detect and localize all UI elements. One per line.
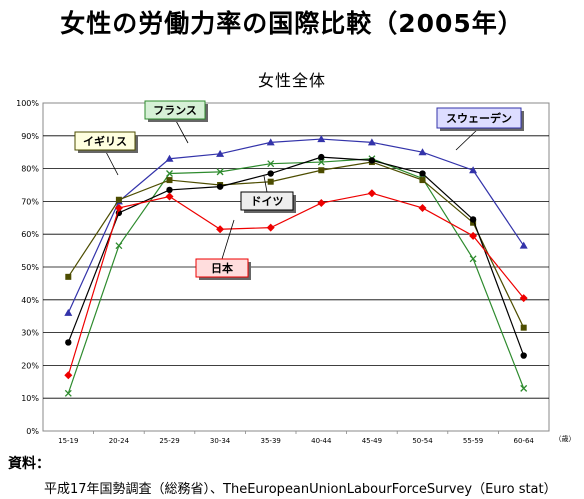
data-point	[419, 177, 426, 184]
y-tick-label: 40%	[21, 296, 39, 305]
data-point	[367, 189, 376, 198]
x-tick-label: 40-44	[311, 437, 332, 445]
data-point	[65, 273, 72, 280]
x-tick-label: 50-54	[412, 437, 433, 445]
x-unit-label: （歳）	[555, 434, 576, 443]
legend-label: イギリス	[83, 134, 127, 148]
callout-box	[436, 107, 522, 129]
data-point	[520, 324, 527, 331]
data-point	[166, 177, 173, 184]
data-point	[469, 216, 477, 223]
data-point	[318, 167, 325, 174]
y-tick-label: 60%	[21, 230, 39, 239]
callout-box	[240, 191, 294, 211]
data-point	[115, 196, 122, 203]
data-point	[165, 154, 174, 162]
data-point	[469, 166, 478, 174]
data-point	[165, 192, 174, 201]
series-callout: 日本	[195, 219, 251, 280]
callout-leader	[174, 118, 189, 144]
y-tick-label: 90%	[21, 132, 39, 141]
series-callout: ドイツ	[240, 175, 296, 213]
callout-leader	[263, 175, 268, 193]
y-tick-label: 50%	[21, 263, 39, 272]
x-tick-label: 15-19	[58, 437, 78, 445]
callout-leader	[221, 219, 235, 260]
source-label: 資料：	[8, 456, 50, 472]
series-line	[67, 158, 525, 394]
series-line	[67, 156, 525, 356]
callout-leader	[104, 149, 119, 176]
data-point	[520, 384, 528, 392]
series-line	[67, 161, 525, 328]
series-circle	[65, 153, 527, 359]
x-tick-label: 55-59	[463, 437, 483, 445]
data-point	[520, 352, 527, 359]
data-point	[317, 158, 325, 166]
data-point	[318, 153, 325, 161]
series-callout: フランス	[144, 100, 208, 144]
data-point	[166, 186, 173, 194]
data-point	[419, 170, 426, 177]
legend-label: フランス	[153, 104, 197, 117]
data-point	[317, 199, 326, 208]
series-line	[67, 192, 525, 376]
data-point	[267, 178, 274, 185]
source-text: 平成17年国勢調査（総務省）、TheEuropeanUnionLabourFor…	[44, 482, 557, 497]
data-point	[216, 168, 224, 176]
data-point	[115, 242, 123, 250]
series-triangle	[64, 135, 528, 316]
page-title: 女性の労働力率の国際比較（2005年）	[60, 9, 524, 38]
data-point	[418, 203, 427, 212]
series-line	[67, 138, 525, 314]
y-tick-label: 30%	[21, 329, 39, 338]
x-tick-label: 25-29	[159, 437, 179, 445]
data-point	[216, 225, 225, 234]
y-tick-label: 10%	[21, 394, 39, 403]
y-tick-label: 80%	[21, 165, 39, 174]
data-point	[368, 157, 376, 164]
series-callout: イギリス	[74, 131, 138, 176]
callout-box	[144, 100, 206, 120]
data-point	[216, 149, 225, 157]
data-point	[418, 148, 427, 156]
x-tick-label: 60-64	[514, 437, 535, 445]
callout-leader	[455, 127, 480, 151]
x-tick-label: 30-34	[210, 437, 231, 445]
data-point	[519, 241, 528, 249]
data-point	[470, 219, 477, 226]
data-point	[64, 371, 73, 380]
data-point	[266, 223, 275, 232]
series-callout: スウェーデン	[436, 107, 524, 151]
y-tick-label: 70%	[21, 197, 39, 206]
data-point	[469, 255, 477, 263]
data-point	[519, 294, 528, 303]
callout-box	[74, 131, 136, 151]
data-point	[114, 203, 123, 212]
legend-label: スウェーデン	[446, 111, 512, 125]
x-tick-label: 20-24	[109, 437, 130, 445]
data-point	[64, 389, 72, 397]
callout-box	[195, 258, 249, 278]
x-tick-label: 35-39	[261, 437, 281, 445]
chart-title: 女性全体	[258, 71, 326, 90]
data-point	[367, 138, 376, 146]
y-tick-label: 20%	[21, 361, 39, 370]
legend-label: 日本	[211, 261, 233, 275]
data-point	[267, 170, 274, 177]
legend-label: ドイツ	[251, 195, 284, 208]
x-tick-label: 45-49	[362, 437, 382, 445]
data-point	[469, 231, 478, 240]
y-tick-label: 100%	[16, 99, 39, 108]
data-point	[317, 135, 326, 143]
series-diamond	[64, 189, 528, 380]
data-point	[266, 138, 275, 146]
data-point	[166, 170, 173, 177]
data-point	[267, 160, 275, 168]
data-point	[64, 308, 73, 316]
y-tick-label: 0%	[26, 427, 39, 436]
data-point	[65, 339, 72, 346]
data-point	[216, 183, 224, 190]
